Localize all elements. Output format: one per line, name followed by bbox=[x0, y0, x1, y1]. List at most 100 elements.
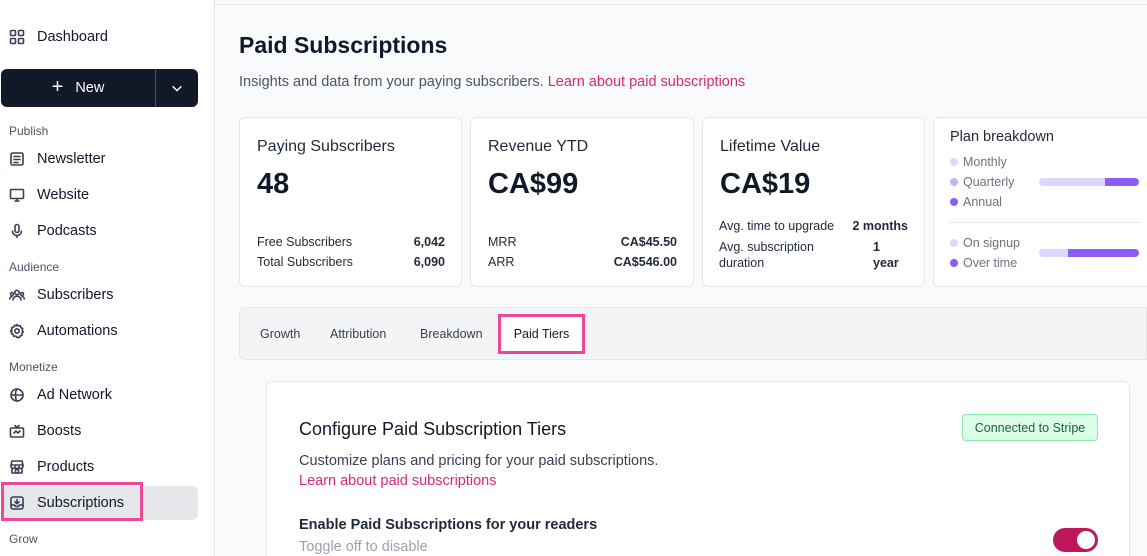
learn-more-link[interactable]: Learn about paid subscriptions bbox=[547, 74, 746, 90]
sidebar-item-label: Subscriptions bbox=[37, 495, 125, 511]
stat-label: Avg. subscription duration bbox=[719, 239, 873, 271]
section-label-monetize: Monetize bbox=[9, 360, 58, 374]
tab-bar: Growth Attribution Breakdown Paid Tiers bbox=[239, 307, 1147, 360]
card-value: 48 bbox=[257, 168, 290, 200]
new-button-group: + New bbox=[1, 69, 198, 107]
chevron-down-icon bbox=[172, 85, 182, 92]
tab-label: Paid Tiers bbox=[513, 327, 570, 341]
newspaper-icon bbox=[9, 151, 25, 167]
stat-row: Total Subscribers 6,090 bbox=[257, 255, 445, 269]
upgrade-timing-bar bbox=[1039, 249, 1139, 257]
subtitle-text: Insights and data from your paying subsc… bbox=[239, 74, 544, 90]
card-value: CA$99 bbox=[488, 168, 579, 200]
boost-icon bbox=[9, 423, 25, 439]
legend-dot bbox=[950, 259, 958, 267]
grid-icon bbox=[9, 29, 25, 45]
sidebar-item-podcasts[interactable]: Podcasts bbox=[2, 214, 198, 248]
sidebar: Dashboard + New Publish Newsletter Websi… bbox=[0, 0, 215, 556]
stat-value: CA$546.00 bbox=[613, 255, 677, 269]
sidebar-item-label: Website bbox=[37, 187, 90, 203]
new-dropdown-button[interactable] bbox=[156, 69, 198, 107]
stripe-status-badge: Connected to Stripe bbox=[962, 414, 1098, 441]
stat-value: 2 months bbox=[852, 219, 908, 233]
legend-quarterly: Quarterly bbox=[950, 175, 1014, 189]
legend-dot bbox=[950, 239, 958, 247]
new-button[interactable]: + New bbox=[1, 69, 156, 107]
sidebar-item-boosts[interactable]: Boosts bbox=[2, 414, 198, 448]
stat-value: 1 year bbox=[873, 239, 899, 271]
card-value: CA$19 bbox=[720, 168, 811, 200]
stat-value-line: 1 bbox=[873, 240, 880, 254]
sidebar-item-automations[interactable]: Automations bbox=[2, 314, 198, 348]
configure-tiers-panel: Configure Paid Subscription Tiers Connec… bbox=[266, 381, 1130, 556]
sidebar-item-subscriptions[interactable]: Subscriptions bbox=[2, 486, 198, 520]
sidebar-item-newsletter[interactable]: Newsletter bbox=[2, 142, 198, 176]
legend-dot bbox=[950, 198, 958, 206]
stat-value: CA$45.50 bbox=[620, 235, 677, 249]
section-label-audience: Audience bbox=[9, 260, 60, 274]
card-title: Paying Subscribers bbox=[257, 138, 395, 155]
section-label-grow: Grow bbox=[9, 532, 38, 546]
lifetime-value-card: Lifetime Value CA$19 Avg. time to upgrad… bbox=[702, 117, 925, 287]
stat-label-line: duration bbox=[719, 256, 765, 270]
tab-breakdown[interactable]: Breakdown bbox=[420, 327, 483, 341]
page-title: Paid Subscriptions bbox=[239, 32, 448, 58]
stat-label: ARR bbox=[488, 255, 515, 269]
stat-row: Avg. subscription duration 1 year bbox=[719, 239, 908, 271]
stat-label: Total Subscribers bbox=[257, 255, 353, 269]
card-title: Revenue YTD bbox=[488, 138, 589, 155]
stat-value: 6,042 bbox=[413, 235, 445, 249]
plan-distribution-bar bbox=[1039, 178, 1139, 186]
learn-paid-subscriptions-link[interactable]: Learn about paid subscriptions bbox=[299, 473, 497, 489]
sidebar-item-subscribers[interactable]: Subscribers bbox=[2, 278, 198, 312]
legend-dot bbox=[950, 178, 958, 186]
stat-label: MRR bbox=[488, 235, 517, 249]
sidebar-item-label: Boosts bbox=[37, 423, 82, 439]
tab-paid-tiers[interactable]: Paid Tiers bbox=[498, 314, 585, 354]
stat-row: ARR CA$546.00 bbox=[488, 255, 677, 269]
ad-network-icon bbox=[9, 387, 25, 403]
new-button-label: New bbox=[75, 80, 105, 96]
divider bbox=[950, 222, 1140, 223]
enable-paid-toggle[interactable] bbox=[1053, 528, 1098, 552]
sidebar-item-dashboard[interactable]: Dashboard bbox=[2, 20, 198, 54]
sidebar-item-ad-network[interactable]: Ad Network bbox=[2, 378, 198, 412]
toggle-knob bbox=[1077, 531, 1095, 549]
legend-label: On signup bbox=[963, 236, 1020, 250]
sidebar-item-website[interactable]: Website bbox=[2, 178, 198, 212]
sidebar-item-label: Subscribers bbox=[37, 287, 114, 303]
stat-row: Free Subscribers 6,042 bbox=[257, 235, 445, 249]
stat-label: Free Subscribers bbox=[257, 235, 353, 249]
sidebar-item-products[interactable]: Products bbox=[2, 450, 198, 484]
bar-fill-annual bbox=[1105, 178, 1139, 186]
sidebar-item-label: Dashboard bbox=[37, 29, 108, 45]
card-title: Plan breakdown bbox=[950, 129, 1054, 145]
sidebar-item-label: Products bbox=[37, 459, 95, 475]
legend-label: Over time bbox=[963, 256, 1018, 270]
legend-label: Annual bbox=[963, 195, 1002, 209]
paying-subscribers-card: Paying Subscribers 48 Free Subscribers 6… bbox=[239, 117, 462, 287]
enable-paid-label: Enable Paid Subscriptions for your reade… bbox=[299, 517, 598, 533]
stat-value-line: year bbox=[873, 256, 899, 270]
page-subtitle: Insights and data from your paying subsc… bbox=[239, 74, 745, 90]
plus-icon: + bbox=[51, 75, 64, 98]
legend-over-time: Over time bbox=[950, 256, 1017, 270]
header-divider bbox=[215, 4, 1147, 5]
stat-label-line: Avg. subscription bbox=[719, 240, 814, 254]
revenue-ytd-card: Revenue YTD CA$99 MRR CA$45.50 ARR CA$54… bbox=[470, 117, 694, 287]
legend-on-signup: On signup bbox=[950, 236, 1020, 250]
highlight-subscriptions bbox=[1, 482, 143, 521]
users-icon bbox=[9, 287, 25, 303]
tab-growth[interactable]: Growth bbox=[260, 327, 301, 341]
stat-row: MRR CA$45.50 bbox=[488, 235, 677, 249]
tab-attribution[interactable]: Attribution bbox=[330, 327, 387, 341]
section-label-publish: Publish bbox=[9, 124, 49, 138]
microphone-icon bbox=[9, 223, 25, 239]
gear-icon bbox=[9, 323, 25, 339]
card-title: Lifetime Value bbox=[720, 138, 821, 155]
sidebar-item-label: Newsletter bbox=[37, 151, 106, 167]
legend-monthly: Monthly bbox=[950, 155, 1007, 169]
monitor-icon bbox=[9, 187, 25, 203]
stat-label: Avg. time to upgrade bbox=[719, 219, 835, 233]
legend-dot bbox=[950, 158, 958, 166]
